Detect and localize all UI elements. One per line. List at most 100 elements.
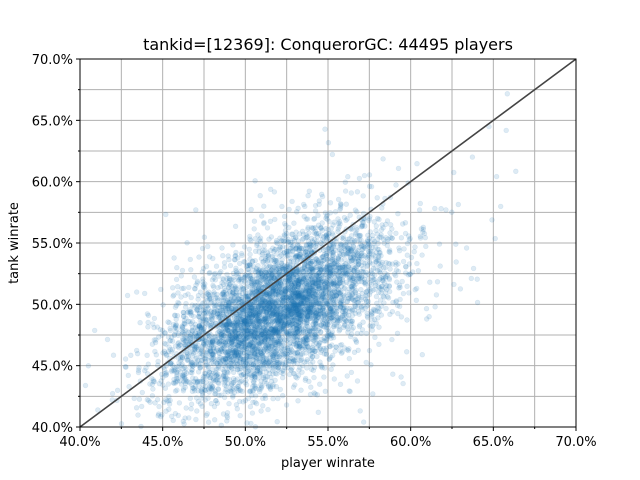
scatter-point <box>318 240 324 246</box>
scatter-point <box>261 294 267 300</box>
scatter-point <box>257 356 263 362</box>
scatter-point <box>183 338 189 345</box>
scatter-point <box>372 272 378 278</box>
scatter-point <box>330 243 336 250</box>
scatter-point <box>349 320 355 327</box>
scatter-point <box>276 246 282 253</box>
scatter-point <box>282 365 288 371</box>
scatter-point <box>333 344 339 350</box>
scatter-point <box>289 297 295 304</box>
scatter-point <box>370 391 376 397</box>
scatter-point <box>249 343 255 349</box>
scatter-point <box>309 269 315 276</box>
scatter-point <box>262 331 269 337</box>
scatter-point <box>251 299 257 305</box>
data-points <box>82 91 519 430</box>
scatter-point <box>212 391 218 397</box>
scatter-point <box>250 290 256 296</box>
scatter-point <box>292 317 298 324</box>
scatter-point <box>341 294 347 300</box>
scatter-point <box>252 312 258 318</box>
scatter-point <box>257 279 263 286</box>
scatter-point <box>328 267 334 273</box>
scatter-point <box>347 246 354 252</box>
scatter-point <box>299 266 305 273</box>
scatter-point <box>370 232 376 239</box>
scatter-point <box>389 226 395 232</box>
scatter-point <box>323 324 330 330</box>
scatter-point <box>198 325 205 331</box>
scatter-point <box>293 277 300 283</box>
scatter-point <box>215 366 221 372</box>
scatter-point <box>295 320 302 326</box>
scatter-point <box>242 366 248 373</box>
scatter-point <box>229 322 235 329</box>
scatter-point <box>333 310 339 316</box>
scatter-point <box>360 246 366 252</box>
scatter-point <box>267 304 273 310</box>
scatter-point <box>378 290 384 296</box>
scatter-point <box>232 257 238 263</box>
scatter-point <box>136 365 142 371</box>
scatter-point <box>250 334 257 341</box>
scatter-point <box>233 402 240 408</box>
scatter-point <box>304 357 310 363</box>
scatter-point <box>329 257 336 263</box>
scatter-point <box>376 257 382 264</box>
scatter-point <box>451 169 457 176</box>
scatter-point <box>313 336 319 342</box>
scatter-point <box>274 371 280 377</box>
scatter-point <box>359 243 365 249</box>
scatter-point <box>303 246 309 252</box>
scatter-point <box>315 258 321 264</box>
scatter-point <box>389 235 395 241</box>
scatter-point <box>211 344 217 351</box>
scatter-point <box>280 298 287 304</box>
scatter-point <box>293 318 300 324</box>
scatter-point <box>208 300 214 306</box>
scatter-point <box>334 304 340 311</box>
scatter-point <box>279 297 285 303</box>
scatter-point <box>321 335 327 341</box>
scatter-point <box>267 248 274 254</box>
scatter-point <box>283 303 290 310</box>
scatter-point <box>231 277 237 283</box>
scatter-point <box>382 290 389 296</box>
scatter-point <box>172 304 179 310</box>
scatter-point <box>236 278 242 284</box>
scatter-point <box>384 272 391 278</box>
scatter-point <box>200 329 206 335</box>
scatter-point <box>237 329 243 335</box>
scatter-point <box>308 295 314 302</box>
scatter-point <box>153 337 159 343</box>
scatter-point <box>370 322 376 329</box>
scatter-point <box>288 307 295 313</box>
scatter-point <box>207 380 214 387</box>
scatter-point <box>351 254 357 260</box>
scatter-point <box>259 250 266 256</box>
scatter-point <box>295 287 301 293</box>
scatter-point <box>175 332 181 338</box>
scatter-point <box>162 340 168 347</box>
scatter-point <box>234 353 241 359</box>
scatter-point <box>176 300 182 307</box>
scatter-point <box>328 314 334 321</box>
scatter-point <box>229 329 235 335</box>
scatter-point <box>427 279 433 285</box>
scatter-point <box>270 310 276 317</box>
scatter-point <box>196 304 203 310</box>
scatter-point <box>197 289 204 295</box>
scatter-point <box>239 372 245 378</box>
scatter-point <box>238 365 244 372</box>
scatter-point <box>206 369 213 376</box>
scatter-point <box>134 289 140 295</box>
scatter-point <box>302 289 308 295</box>
scatter-point <box>275 395 281 402</box>
scatter-point <box>82 382 89 389</box>
scatter-point <box>264 342 271 348</box>
scatter-point <box>407 235 413 242</box>
scatter-point <box>313 256 319 262</box>
scatter-point <box>347 333 354 340</box>
scatter-point <box>398 374 404 380</box>
